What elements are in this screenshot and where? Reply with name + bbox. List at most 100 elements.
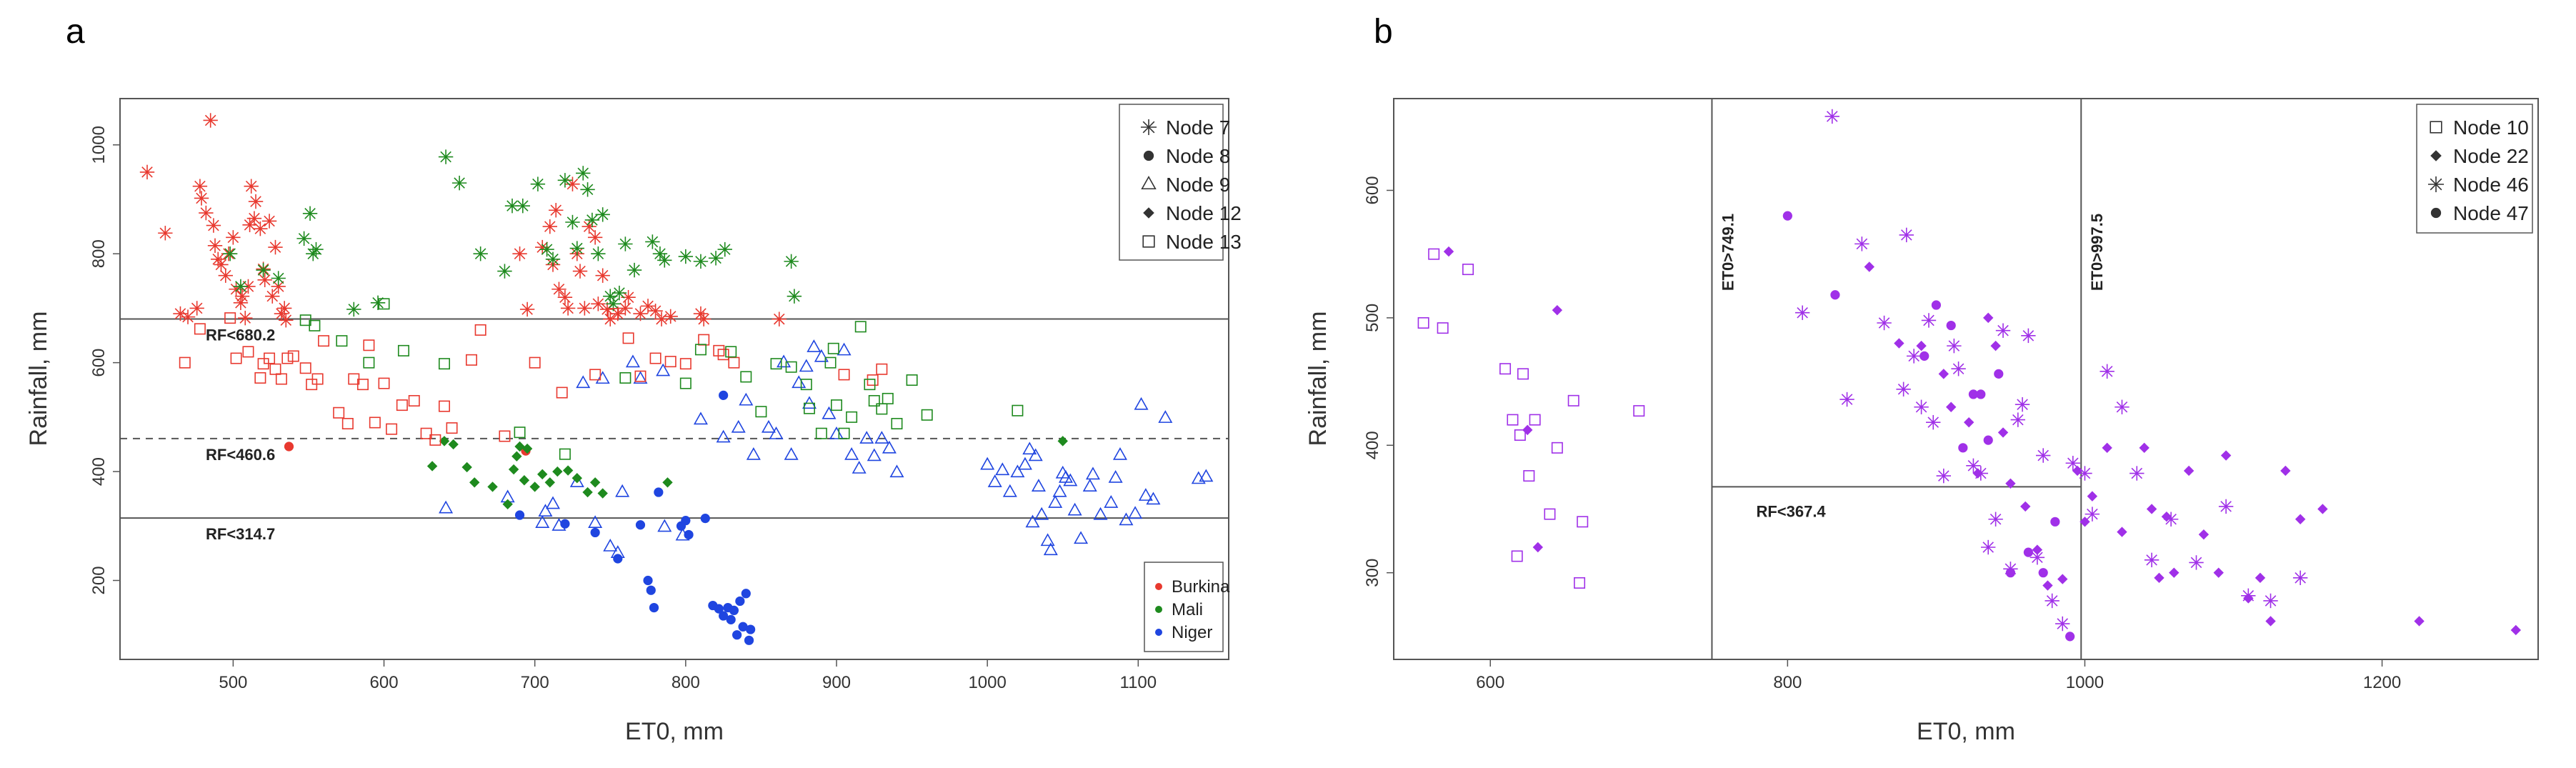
data-point [876,403,888,415]
data-point [726,614,736,624]
data-point [2085,507,2100,522]
legend-marker [1143,207,1154,219]
data-point [717,349,729,361]
y-axis-label-a: Rainfall, mm [25,311,52,447]
data-point [1138,488,1153,501]
data-point [882,392,894,404]
x-tick-label-b: 800 [1773,673,1802,692]
legend-marker [1142,235,1155,248]
data-point [246,211,262,226]
data-point [1523,470,1535,482]
data-point [640,299,656,314]
data-point [1973,466,1989,481]
data-point [265,289,280,304]
data-point [2065,456,2080,471]
data-point [438,149,454,164]
data-point [203,113,218,128]
data-point [571,473,583,484]
data-point [2414,616,2425,627]
data-point [396,399,408,412]
data-point [681,516,691,526]
data-point [607,308,619,320]
data-point [569,474,584,487]
data-point [633,371,648,384]
y-tick-label-a: 800 [89,239,109,268]
data-point [2510,624,2521,636]
data-point [728,356,740,369]
threshold-label: RF<680.2 [206,326,275,344]
data-point [1119,512,1134,526]
data-point [746,447,761,460]
data-point [1914,399,1929,414]
data-point [2102,442,2112,454]
data-point [1112,447,1127,460]
data-point [787,289,802,304]
data-point [1040,533,1055,547]
data-point [1462,264,1474,276]
data-point [1839,392,1854,407]
data-point [519,301,535,317]
data-point [664,356,677,368]
x-axis-label-b: ET0, mm [1917,718,2015,745]
data-point [1983,312,1994,324]
data-point [716,429,731,443]
data-point [785,361,797,373]
data-point [784,447,799,460]
legend-marker [2430,121,2442,134]
data-point [465,354,477,366]
data-point [588,515,603,529]
data-point [719,611,729,621]
data-point [1012,404,1024,417]
data-point [248,194,264,209]
data-point [514,441,525,452]
data-point [1034,507,1049,520]
x-tick-label-a: 800 [672,673,700,692]
data-point [725,346,737,358]
data-point [2292,570,2308,586]
legend-label: Mali [1172,600,1203,619]
threshold-label: RF<314.7 [206,525,275,543]
data-point [891,417,903,429]
y-axis-label-b: Rainfall, mm [1304,311,1332,447]
data-point [1976,389,1986,399]
data-point [1074,531,1089,544]
data-point [224,312,236,324]
data-point [244,179,259,194]
data-point [643,575,653,586]
data-point [1958,443,1968,453]
data-point [1946,320,1956,331]
data-point [2117,527,2127,537]
data-point [595,268,610,283]
data-point [633,306,648,321]
data-point [2035,448,2051,463]
data-point [254,371,266,384]
data-point [613,554,623,564]
data-point [867,448,882,462]
data-point [815,427,827,439]
data-point [584,212,600,228]
data-point [700,514,710,524]
data-point [1577,516,1589,528]
legend-label: Node 10 [2453,116,2529,139]
data-point [336,335,348,347]
data-point [580,182,595,197]
data-point [625,354,640,368]
data-point [515,198,530,214]
data-point [556,387,568,399]
data-point [420,427,432,439]
data-point [226,230,241,245]
data-point [740,371,752,383]
data-point [1031,479,1046,492]
data-point [552,466,563,477]
data-point [562,465,574,476]
data-point [1108,469,1123,483]
data-point [2198,529,2210,540]
data-point [557,173,573,188]
data-point [591,246,606,261]
data-point [537,469,548,480]
data-point [279,312,294,328]
data-point [980,457,995,470]
data-point [299,362,311,374]
data-point [230,352,242,364]
data-point [1443,246,1454,257]
